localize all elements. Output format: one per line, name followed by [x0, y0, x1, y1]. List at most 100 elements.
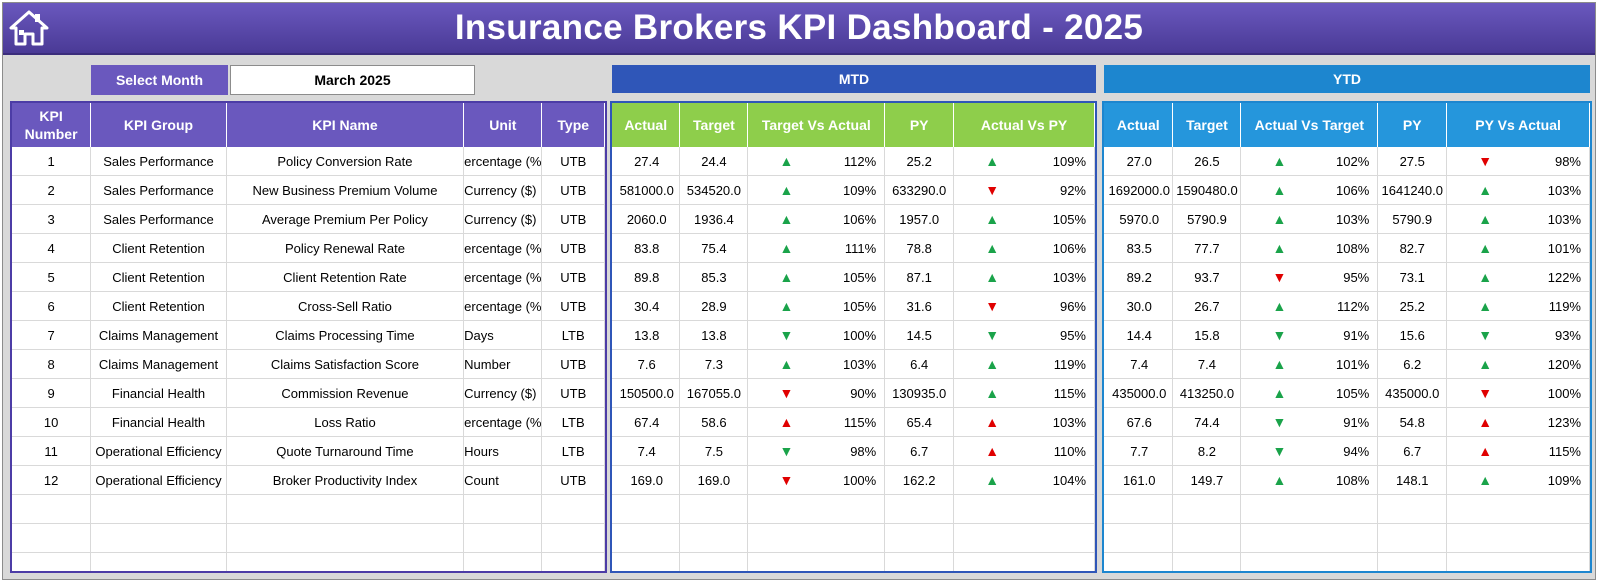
up-arrow-icon: ▲	[1478, 240, 1493, 256]
ytd-actual-vs-target-cell: ▲ 112%	[1240, 291, 1379, 321]
mtd-target-vs-actual-cell: ▲ 105%	[747, 291, 886, 321]
table-row: 1692000.0 1590480.0 ▲ 106% 1641240.0 ▲ 103%	[1104, 175, 1590, 205]
up-arrow-icon: ▲	[779, 298, 794, 314]
ytd-actual: 89.2	[1104, 262, 1174, 292]
mtd-actual: 13.8	[612, 320, 681, 350]
mtd-actual-vs-py-cell: ▼ 95%	[953, 320, 1095, 350]
mtd-actual-vs-py-cell: ▲ 119%	[953, 349, 1095, 379]
up-arrow-icon: ▲	[779, 414, 794, 430]
ytd-py: 6.2	[1377, 349, 1448, 379]
ytd-actual-vs-target-value: ▼ 91%	[1241, 327, 1376, 343]
mtd-target-vs-actual-cell: ▲ 109%	[747, 175, 886, 205]
ytd-py-vs-actual-percent: 123%	[1547, 414, 1581, 430]
ytd-py-vs-actual-cell: ▼ 100%	[1446, 378, 1590, 408]
mtd-panel: Actual Target Target Vs Actual PY Actual Vs …	[610, 101, 1097, 573]
up-arrow-icon: ▲	[985, 443, 1000, 459]
month-selector[interactable]: March 2025	[230, 65, 475, 95]
up-arrow-icon: ▲	[779, 182, 794, 198]
ytd-column-header: Actual	[1104, 103, 1174, 147]
ytd-actual: 161.0	[1104, 465, 1174, 495]
select-month-label: Select Month	[91, 65, 228, 95]
mtd-target: 85.3	[679, 262, 749, 292]
empty-cell	[463, 494, 543, 524]
empty-cell	[1172, 523, 1242, 553]
mtd-py: 130935.0	[884, 378, 955, 408]
down-arrow-icon: ▼	[1272, 443, 1287, 459]
ytd-actual-vs-target-percent: 91%	[1343, 327, 1370, 343]
empty-cell	[679, 523, 749, 553]
ytd-py-vs-actual-percent: 101%	[1547, 240, 1581, 256]
up-arrow-icon: ▲	[1272, 240, 1287, 256]
ytd-actual-vs-target-cell: ▼ 91%	[1240, 407, 1379, 437]
mtd-column-header: PY	[884, 103, 955, 147]
table-row: 2060.0 1936.4 ▲ 106% 1957.0 ▲ 105%	[612, 204, 1095, 234]
mtd-target: 75.4	[679, 233, 749, 263]
ytd-actual-vs-target-cell: ▲ 105%	[1240, 378, 1379, 408]
kpi-unit: ercentage (%	[463, 262, 543, 292]
up-arrow-icon: ▲	[1272, 472, 1287, 488]
mtd-actual-vs-py-value: ▲ 119%	[954, 356, 1093, 372]
ytd-actual: 7.7	[1104, 436, 1174, 466]
home-icon[interactable]	[9, 9, 49, 47]
kpi-column-header: KPI Number	[12, 103, 92, 147]
empty-cell	[1446, 523, 1590, 553]
ytd-py-vs-actual-percent: 103%	[1547, 211, 1581, 227]
mtd-py: 31.6	[884, 291, 955, 321]
mtd-actual-vs-py-value: ▲ 106%	[954, 240, 1093, 256]
empty-cell	[884, 552, 955, 571]
kpi-column-header: KPI Name	[226, 103, 465, 147]
mtd-target: 7.5	[679, 436, 749, 466]
up-arrow-icon: ▲	[1478, 443, 1493, 459]
mtd-actual-vs-py-percent: 92%	[1059, 182, 1086, 198]
mtd-py: 65.4	[884, 407, 955, 437]
kpi-group: Client Retention	[90, 291, 227, 321]
up-arrow-icon: ▲	[985, 356, 1000, 372]
table-row: 7.6 7.3 ▲ 103% 6.4 ▲ 119%	[612, 349, 1095, 379]
ytd-py-vs-actual-percent: 119%	[1548, 298, 1581, 314]
mtd-actual-vs-py-percent: 106%	[1052, 240, 1086, 256]
ytd-actual-vs-target-percent: 102%	[1336, 153, 1370, 169]
up-arrow-icon: ▲	[985, 385, 1000, 401]
up-arrow-icon: ▲	[985, 472, 1000, 488]
mtd-actual-vs-py-percent: 103%	[1052, 269, 1086, 285]
empty-cell	[1104, 523, 1174, 553]
mtd-target-vs-actual-cell: ▲ 103%	[747, 349, 886, 379]
ytd-py: 27.5	[1377, 147, 1448, 176]
table-row: 5 Client Retention Client Retention Rate er…	[12, 262, 605, 292]
kpi-type: UTB	[541, 147, 605, 176]
mtd-actual-vs-py-percent: 109%	[1052, 153, 1086, 169]
mtd-actual-vs-py-value: ▲ 105%	[954, 212, 1093, 227]
mtd-target-vs-actual-percent: 103%	[842, 356, 877, 372]
mtd-actual: 2060.0	[612, 204, 681, 234]
mtd-target-vs-actual-percent: 100%	[842, 472, 877, 488]
kpi-name: Policy Conversion Rate	[226, 147, 465, 176]
mtd-actual-vs-py-value: ▲ 109%	[954, 153, 1093, 169]
mtd-target: 534520.0	[679, 175, 749, 205]
kpi-name: Average Premium Per Policy	[226, 204, 465, 234]
table-row	[1104, 552, 1590, 571]
mtd-actual-vs-py-percent: 119%	[1053, 356, 1086, 372]
empty-cell	[1446, 494, 1590, 524]
table-row: 9 Financial Health Commission Revenue Curre…	[12, 378, 605, 408]
mtd-actual-vs-py-value: ▲ 110%	[954, 443, 1093, 459]
ytd-actual-vs-target-value: ▼ 91%	[1241, 415, 1376, 430]
ytd-actual-vs-target-value: ▲ 102%	[1241, 153, 1376, 169]
ytd-py-vs-actual-value: ▲ 103%	[1447, 211, 1588, 227]
mtd-target: 24.4	[679, 147, 749, 176]
table-row: 435000.0 413250.0 ▲ 105% 435000.0 ▼ 100%	[1104, 378, 1590, 408]
down-arrow-icon: ▼	[1478, 153, 1493, 169]
ytd-column-header: Actual Vs Target	[1240, 103, 1379, 147]
ytd-py-vs-actual-percent: 103%	[1547, 182, 1581, 198]
table-row	[1104, 523, 1590, 553]
kpi-type: UTB	[541, 262, 605, 292]
up-arrow-icon: ▲	[985, 269, 1000, 285]
ytd-py-vs-actual-value: ▲ 109%	[1447, 473, 1588, 488]
kpi-type: UTB	[541, 291, 605, 321]
ytd-actual-vs-target-percent: 108%	[1336, 472, 1370, 488]
empty-cell	[90, 552, 227, 571]
ytd-table: Actual Target Actual Vs Target PY PY Vs Actu…	[1104, 103, 1590, 571]
mtd-target-vs-actual-value: ▼ 100%	[748, 472, 883, 488]
empty-cell	[1172, 552, 1242, 571]
ytd-py-vs-actual-value: ▲ 115%	[1447, 443, 1588, 459]
mtd-target-vs-actual-cell: ▼ 100%	[747, 320, 886, 350]
